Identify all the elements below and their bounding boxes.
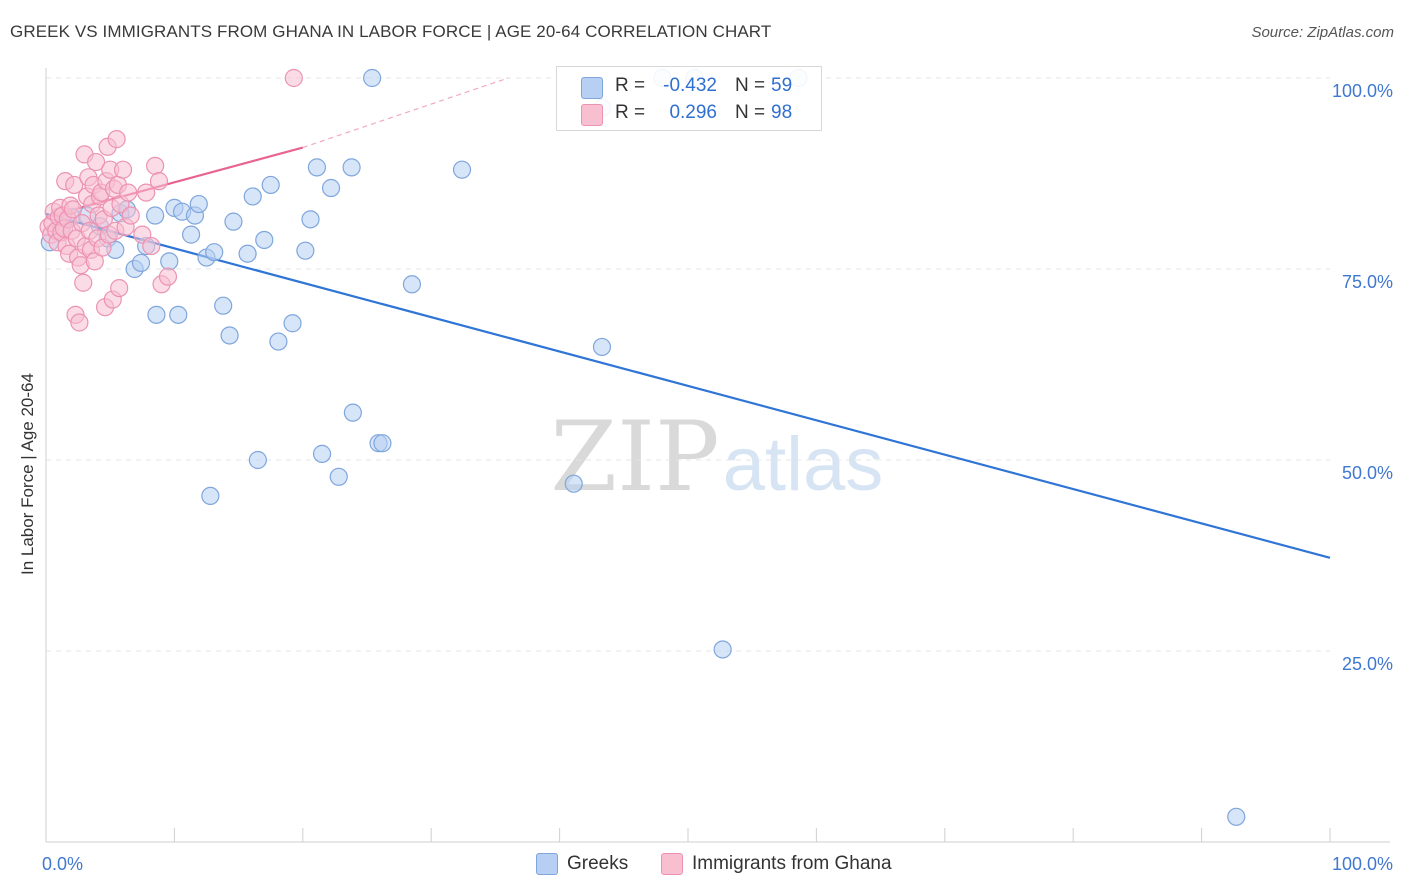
greeks-point (224, 212, 243, 231)
ghana-point (113, 160, 133, 179)
ghana-point (146, 156, 165, 175)
x-tick-label: 0.0% (42, 854, 83, 874)
greeks-point (301, 210, 320, 229)
ghana-point (110, 279, 129, 298)
r-label: R = (615, 102, 646, 123)
ghana-point (70, 313, 89, 332)
greeks-point (255, 230, 274, 250)
greeks-point (160, 252, 179, 271)
ghana-point (121, 206, 140, 225)
greeks-point (261, 175, 280, 195)
greeks-trend-line (45, 212, 1331, 559)
ghana-legend-label: Immigrants from Ghana (692, 853, 892, 874)
ghana-point (158, 267, 178, 286)
ghana-point (149, 172, 169, 191)
y-tick-label: 25.0% (1342, 654, 1393, 674)
ghana-point (74, 273, 93, 292)
ghana-point (85, 252, 104, 271)
greeks-point (343, 403, 362, 422)
greeks-point (452, 160, 472, 179)
legend-row-ghana: R = 0.296 N = 98 (557, 100, 821, 128)
r-label: R = (615, 75, 646, 96)
axes (45, 68, 1390, 843)
greeks-point (181, 225, 201, 244)
greeks-point (1227, 807, 1246, 826)
y-axis-label: In Labor Force | Age 20-64 (18, 373, 37, 575)
ghana-n-value: 98 (771, 102, 793, 123)
greeks-swatch (581, 77, 603, 99)
greeks-r-value: -0.432 (663, 75, 717, 96)
ghana-legend-swatch (661, 853, 683, 875)
watermark-atlas: atlas (723, 422, 884, 507)
y-tick-label: 75.0% (1342, 272, 1393, 292)
greeks-point (248, 450, 267, 470)
greeks-legend-swatch (536, 853, 558, 875)
greeks-legend-label: Greeks (567, 853, 629, 874)
greeks-point (238, 244, 257, 263)
n-label: N = (735, 102, 766, 123)
ghana-point (119, 183, 138, 202)
x-tick-label: 100.0% (1332, 854, 1393, 874)
n-label: N = (735, 75, 766, 96)
chart-title: GREEK VS IMMIGRANTS FROM GHANA IN LABOR … (10, 22, 772, 41)
greeks-point (402, 275, 422, 294)
greeks-point (564, 474, 583, 493)
y-tick-label: 50.0% (1342, 463, 1393, 483)
greeks-point (243, 187, 262, 206)
greeks-point (269, 332, 288, 351)
greeks-point (312, 444, 332, 463)
ghana-point (284, 68, 303, 88)
legend-row-greeks: R = -0.432 N = 59 (557, 73, 821, 101)
ghana-r-value: 0.296 (669, 102, 717, 123)
watermark-zip: ZIP (550, 401, 719, 513)
greeks-point (147, 305, 166, 324)
ghana-point (142, 236, 161, 256)
ghana-point (107, 130, 126, 149)
ghana-point (137, 183, 156, 202)
ghana-trend-line-extension (302, 77, 509, 149)
ghana-swatch (581, 104, 603, 126)
greeks-point (131, 253, 151, 272)
greeks-n-value: 59 (771, 75, 793, 96)
greeks-point (220, 326, 239, 345)
greeks-point (307, 158, 327, 177)
greeks-point (713, 640, 732, 659)
y-tick-label: 100.0% (1332, 81, 1393, 101)
greeks-point (189, 194, 208, 214)
watermark: ZIP atlas (550, 401, 883, 513)
greeks-point (146, 206, 165, 225)
greeks-point (321, 178, 341, 198)
tick-labels: 25.0% 50.0% 75.0% 100.0% 0.0% 100.0% (42, 81, 1393, 874)
greeks-point (201, 486, 220, 506)
greeks-point (363, 68, 382, 88)
ghana-point (86, 152, 106, 172)
greeks-point (169, 305, 188, 324)
greeks-point (296, 241, 315, 260)
ghana-point (65, 175, 84, 195)
greeks-point (283, 314, 302, 333)
greeks-point (205, 243, 224, 262)
stats-legend: R = -0.432 N = 59 R = 0.296 N = 98 (556, 66, 822, 131)
source-label: Source: ZipAtlas.com (1251, 24, 1394, 41)
greeks-point (329, 467, 348, 486)
greeks-point (214, 296, 233, 315)
greeks-point (373, 434, 392, 453)
greeks-point (342, 158, 361, 177)
greeks-point (592, 337, 612, 357)
ghana-point (63, 200, 83, 219)
